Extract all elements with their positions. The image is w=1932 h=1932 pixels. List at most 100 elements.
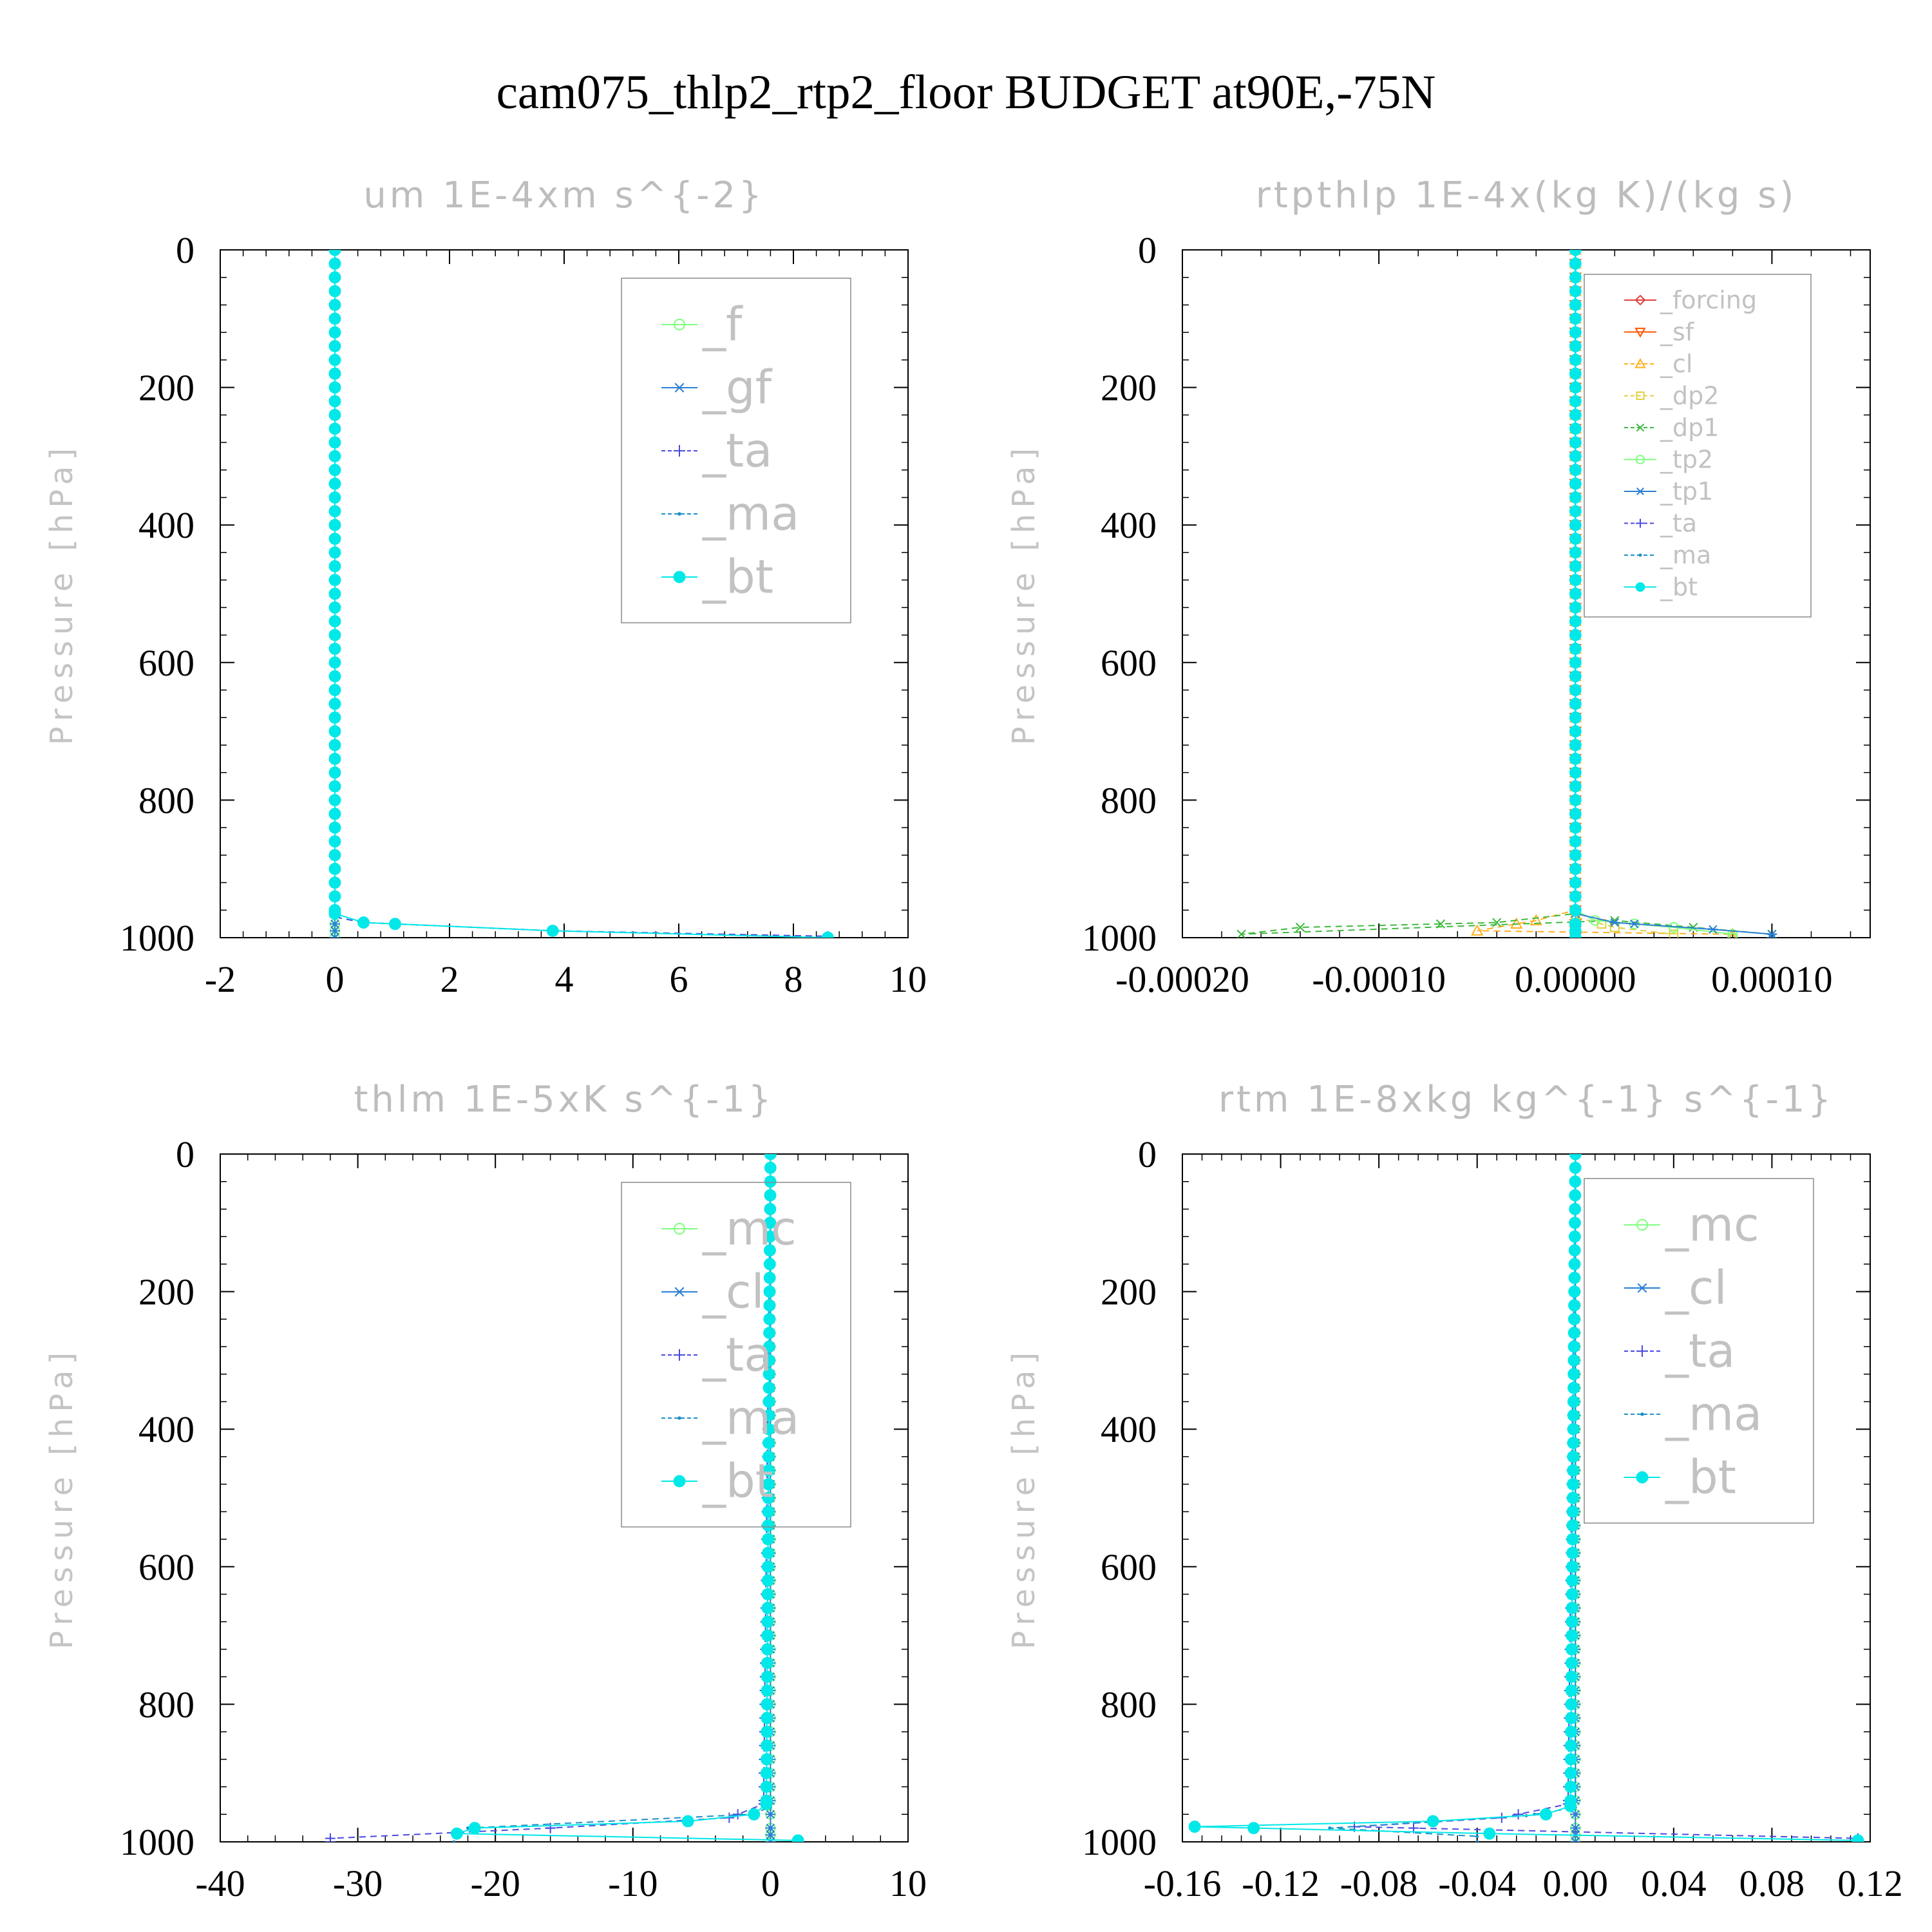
data-point [328,876,341,889]
data-point [546,924,559,937]
series-bt [450,1154,804,1842]
data-point [1188,1821,1201,1833]
legend: _mc _cl _ta _ma _bt [1584,1178,1814,1524]
legend-label: _tp1 [1660,477,1713,506]
data-point [763,1312,776,1325]
data-point [1475,1840,1479,1842]
data-point [761,1725,773,1738]
data-point [762,1423,775,1435]
panel-title: rtm 1E-8xkg kg^{-1} s^{-1} [1218,1079,1834,1121]
data-point [1569,491,1582,504]
data-point [1567,1396,1580,1408]
data-point [1569,766,1582,779]
data-point [762,1396,775,1408]
data-point [1568,1258,1581,1271]
data-point [1566,1643,1578,1656]
data-point [763,1327,776,1340]
data-point [1727,932,1738,938]
legend-box [1584,274,1812,618]
data-point [328,835,341,848]
data-point [1569,546,1582,559]
data-point [1569,367,1582,380]
y-axis-label: Pressure [hPa] [44,442,80,745]
data-point [1566,1546,1579,1559]
data-point [1513,1809,1524,1820]
budget-panel-1: um 1E-4xm s^{-2}Pressure [hPa]-2 0 2 4 6 8 100… [44,175,927,1000]
y-tick-label: 600 [138,642,194,684]
data-point [762,1450,775,1463]
data-point [1569,354,1582,366]
panel-title: thlm 1E-5xK s^{-1} [354,1079,774,1121]
data-point [765,1830,776,1840]
data-point [1569,711,1582,724]
y-tick-label: 0 [176,229,194,271]
legend-label: _ta [702,423,772,477]
data-point [1727,929,1738,938]
data-point [762,1546,774,1559]
data-point [760,1766,773,1779]
data-point [1569,326,1582,339]
legend-label: _forcing [1660,286,1757,314]
data-point [1567,1312,1580,1325]
data-point [328,436,341,449]
plot-frame [220,1153,909,1842]
data-point [328,271,341,284]
data-point [1492,918,1502,927]
data-point [1569,876,1582,889]
series-bt [328,250,834,938]
data-point [1569,862,1582,875]
data-point [762,1437,775,1450]
data-point [1568,1244,1581,1256]
legend-label: _mc [702,1201,797,1255]
data-point [1570,1810,1581,1819]
data-point [328,793,341,806]
x-tick-label: 2 [440,958,459,1000]
legend-marker [1634,294,1646,306]
data-point [765,1810,776,1819]
data-point [333,929,337,933]
x-tick-label: 0 [326,958,345,1000]
data-point [1568,1299,1580,1312]
data-point [1569,518,1582,531]
x-tick-label: 10 [889,958,927,1000]
data-point [1236,929,1246,938]
data-point [763,1340,775,1353]
legend-label: _cl [702,1264,764,1318]
plot-frame [1182,1153,1871,1842]
legend-marker [673,318,686,331]
data-point [1426,1815,1439,1828]
data-point [1565,1671,1578,1683]
y-axis-label: Pressure [hPa] [1006,442,1042,745]
data-point [1566,1629,1578,1642]
data-point [1569,1202,1582,1215]
data-point [328,340,341,352]
data-point [761,1739,773,1752]
x-tick-label: -0.00020 [1115,958,1249,1000]
data-point [1569,890,1582,903]
data-point [1566,1533,1579,1546]
data-point [1569,340,1582,352]
x-tick-label: 4 [555,958,574,1000]
data-point [328,560,341,573]
y-tick-label: 1000 [1082,1821,1157,1863]
series-line [330,1154,772,1839]
x-tick-label: -40 [195,1862,245,1904]
data-point [1328,1826,1332,1830]
legend-label: _ma [702,1390,799,1444]
legend-marker [1636,488,1645,495]
data-point [328,697,341,710]
data-point [1589,915,1601,926]
data-point [328,587,341,600]
data-point [761,1643,773,1656]
data-point [333,936,337,938]
y-tick-label: 0 [1138,1133,1157,1175]
data-point [328,381,341,394]
data-point [1566,1492,1579,1504]
data-point [1569,725,1582,738]
y-tick-label: 200 [1101,367,1157,409]
data-point [328,890,341,903]
data-point [761,1560,774,1573]
data-point [762,1464,775,1477]
